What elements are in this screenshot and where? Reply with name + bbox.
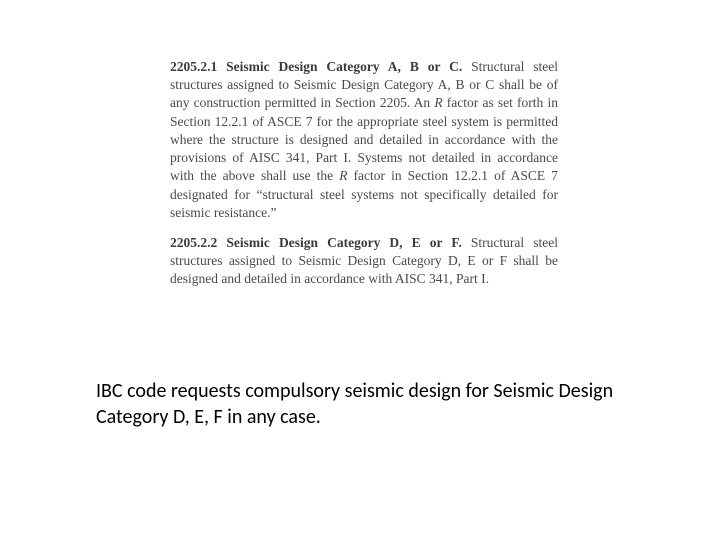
paragraph-2205-2-1: 2205.2.1 Seismic Design Category A, B or… (170, 58, 558, 222)
caption-text: IBC code requests compulsory seismic des… (96, 378, 636, 430)
section-heading-1: 2205.2.1 Seismic Design Category A, B or… (170, 59, 462, 74)
paragraph-2205-2-2: 2205.2.2 Seismic Design Category D, E or… (170, 234, 558, 289)
code-excerpt: 2205.2.1 Seismic Design Category A, B or… (170, 58, 558, 301)
slide: 2205.2.1 Seismic Design Category A, B or… (0, 0, 720, 540)
section-heading-2: 2205.2.2 Seismic Design Category D, E or… (170, 235, 462, 250)
r-factor-1: R (434, 95, 442, 110)
